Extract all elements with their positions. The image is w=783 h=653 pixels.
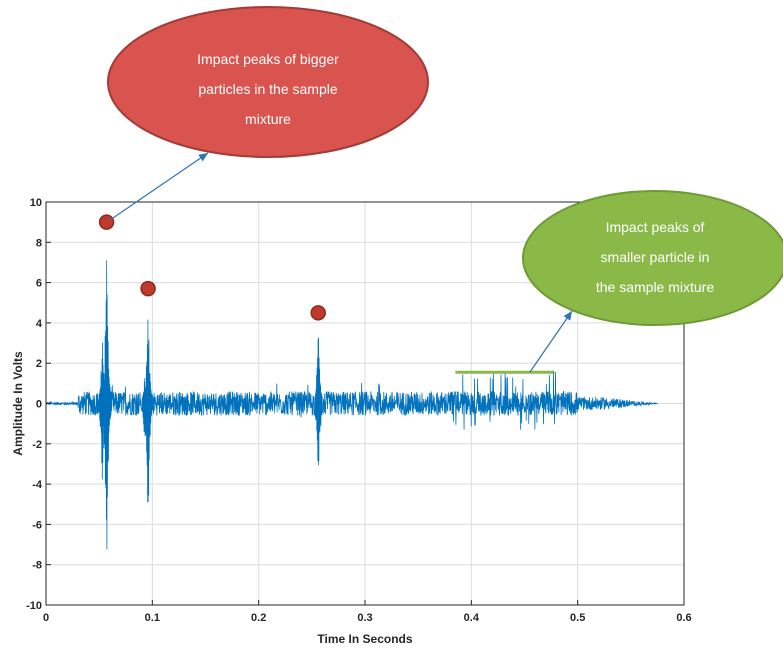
y-tick-label: 4 [36, 318, 43, 330]
x-axis-ticks: 0 0.1 0.2 0.3 0.4 0.5 0.6 [43, 600, 692, 624]
y-tick-label: -6 [32, 519, 42, 531]
y-tick-label: 8 [36, 237, 42, 249]
callout-text-line: smaller particle in [601, 249, 710, 265]
y-tick-label: 6 [36, 278, 42, 290]
x-tick-label: 0.4 [464, 612, 480, 624]
y-tick-label: 10 [30, 197, 42, 209]
x-tick-label: 0.1 [145, 612, 160, 624]
y-tick-label: -8 [32, 560, 42, 572]
callout-bubble [522, 190, 783, 326]
y-axis-label: Amplitude In Volts [11, 351, 25, 456]
callout-arrow-line [109, 152, 209, 221]
callout-arrowhead [563, 311, 572, 321]
x-tick-label: 0.2 [251, 612, 266, 624]
peak-marker [98, 214, 115, 230]
callout-text-line: Impact peaks of [606, 219, 705, 235]
x-tick-label: 0 [43, 612, 49, 624]
x-tick-label: 0.6 [676, 612, 691, 624]
y-tick-label: -10 [26, 600, 42, 612]
callout-arrowhead [198, 153, 208, 162]
peak-markers [98, 214, 326, 321]
x-axis-label: Time In Seconds [317, 632, 412, 646]
x-tick-label: 0.3 [357, 612, 372, 624]
x-tick-label: 0.5 [570, 612, 585, 624]
y-tick-label: -4 [32, 479, 43, 491]
callouts: Impact peaks of bigger particles in the s… [107, 6, 783, 373]
peak-marker [310, 305, 326, 321]
y-tick-label: 2 [36, 358, 42, 370]
y-tick-label: 0 [36, 399, 42, 411]
callout-text-line: Impact peaks of bigger [197, 51, 339, 67]
series-signal-line [45, 260, 658, 550]
y-tick-label: -2 [32, 439, 42, 451]
callout-arrow-line [529, 310, 573, 373]
callout-text-line: particles in the sample [198, 81, 338, 97]
callout-text-line: the sample mixture [596, 279, 714, 295]
callout-text-line: mixture [245, 111, 291, 127]
callout-bubble [107, 6, 429, 158]
peak-marker [140, 280, 156, 297]
y-axis-ticks: 10 8 6 4 2 0 -2 -4 -6 -8 -10 [26, 197, 51, 612]
